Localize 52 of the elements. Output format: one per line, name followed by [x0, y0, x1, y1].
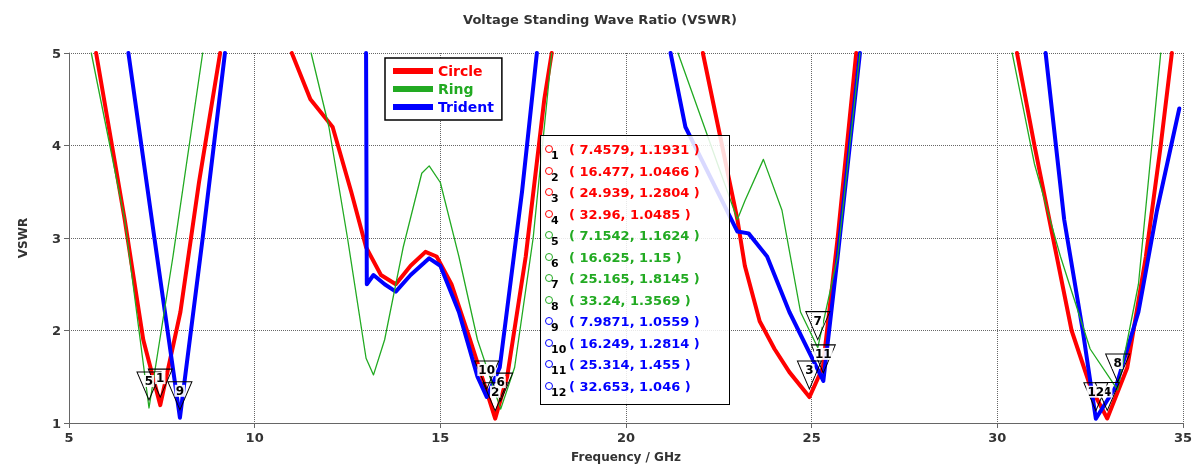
- legend-label: Circle: [438, 63, 483, 79]
- text: 1: [551, 149, 559, 162]
- annotation: ( 7.9871, 1.0559 ): [569, 314, 700, 329]
- text: 5: [551, 235, 559, 248]
- annotation: ( 16.625, 1.15 ): [569, 249, 682, 265]
- annotation: ( 25.165, 1.8145 ): [569, 271, 700, 286]
- text: 2: [551, 170, 559, 184]
- annotation: ( 7.1542, 1.1624 ): [569, 228, 700, 243]
- y-axis-title: VSWR: [16, 217, 30, 259]
- annotation: 9: [175, 383, 185, 398]
- x-axis-title: Frequency / GHz: [571, 450, 681, 464]
- annotation: 5: [144, 373, 154, 388]
- x-tick-label: 25: [802, 430, 821, 445]
- legend-label: Trident: [438, 99, 495, 115]
- annotation: ( 16.249, 1.2814 ): [569, 335, 700, 351]
- annotation: 8: [1113, 355, 1122, 370]
- annotation: 12: [1087, 384, 1105, 399]
- y-tick-label: 5: [51, 45, 61, 61]
- annotation: 3: [805, 363, 814, 378]
- text: 12: [551, 385, 567, 399]
- annotation: ( 25.314, 1.455 ): [569, 357, 691, 372]
- text: 3: [551, 192, 559, 205]
- annotation: ( 7.4579, 1.1931 ): [569, 142, 700, 157]
- annotation: ( 32.653, 1.046 ): [569, 378, 691, 394]
- x-tick-label: 15: [431, 430, 450, 445]
- text: 6: [551, 256, 559, 270]
- x-tick-label: 35: [1173, 430, 1193, 445]
- y-tick-label: 2: [51, 323, 61, 338]
- annotation: 10: [478, 362, 496, 377]
- annotation: ( 32.96, 1.0485 ): [569, 206, 691, 222]
- x-tick-label: 30: [988, 430, 1007, 445]
- legend-label: Ring: [438, 81, 474, 97]
- annotation: ( 24.939, 1.2804 ): [569, 185, 700, 200]
- text: 10: [551, 342, 567, 356]
- annotation: 4: [1103, 384, 1112, 399]
- annotation: 1: [156, 371, 165, 386]
- x-tick-label: 20: [616, 430, 636, 445]
- y-tick-label: 1: [51, 415, 61, 431]
- text: 8: [551, 299, 559, 313]
- y-tick-label: 4: [51, 138, 61, 153]
- text: 4: [551, 213, 559, 227]
- text: 9: [551, 321, 559, 334]
- chart-title: Voltage Standing Wave Ratio (VSWR): [463, 12, 737, 27]
- x-tick-label: 5: [64, 430, 74, 445]
- annotation: ( 16.477, 1.0466 ): [569, 163, 700, 179]
- annotation: 11: [814, 346, 832, 361]
- annotation: 7: [813, 313, 822, 328]
- annotation: ( 33.24, 1.3569 ): [569, 292, 691, 308]
- text: 11: [551, 364, 567, 377]
- x-tick-label: 10: [245, 430, 264, 445]
- y-tick-label: 3: [51, 230, 61, 246]
- text: 7: [551, 278, 559, 291]
